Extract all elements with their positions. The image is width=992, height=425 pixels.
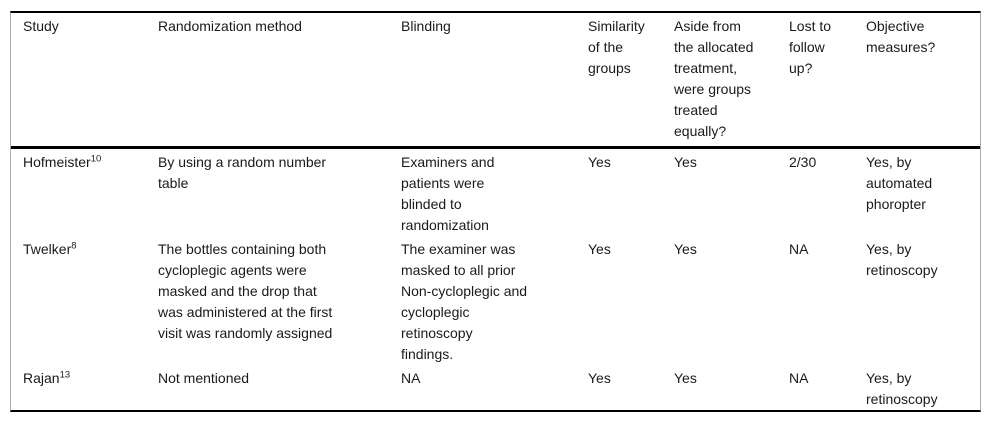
header-cell-similarity: Similarity of the groups bbox=[588, 18, 645, 76]
cell-similarity: Yes bbox=[588, 241, 611, 257]
citation-reference: 13 bbox=[59, 369, 71, 381]
table-row: Rajan13 Not mentioned NA Yes Yes NA Yes,… bbox=[11, 365, 980, 410]
cell-objective-measures: Yes, by retinoscopy bbox=[866, 241, 938, 278]
cell-equal-treatment: Yes bbox=[674, 241, 697, 257]
cell-study: Hofmeister10 bbox=[11, 149, 158, 173]
cell-equal-treatment: Yes bbox=[674, 154, 697, 170]
cell-randomization-method: The bottles containing both cycloplegic … bbox=[158, 241, 333, 341]
cell-similarity: Yes bbox=[588, 154, 611, 170]
header-cell-lost-to-follow-up: Lost to follow up? bbox=[789, 18, 832, 76]
header-cell-randomization-method: Randomization method bbox=[158, 18, 302, 34]
cell-similarity: Yes bbox=[588, 370, 611, 386]
cell-lost-to-follow-up: NA bbox=[789, 370, 809, 386]
table-header-row: Study Randomization method Blinding Simi… bbox=[11, 13, 980, 149]
header-cell-blinding: Blinding bbox=[401, 18, 451, 34]
cell-study: Rajan13 bbox=[11, 365, 158, 389]
cell-blinding: NA bbox=[401, 370, 421, 386]
cell-equal-treatment: Yes bbox=[674, 370, 697, 386]
citation-reference: 10 bbox=[90, 153, 102, 165]
cell-blinding: The examiner was masked to all prior Non… bbox=[401, 241, 528, 362]
cell-study: Twelker8 bbox=[11, 236, 158, 260]
cell-objective-measures: Yes, by retinoscopy bbox=[866, 370, 938, 407]
study-quality-table: Study Randomization method Blinding Simi… bbox=[10, 11, 981, 412]
cell-lost-to-follow-up: 2/30 bbox=[789, 154, 817, 170]
table-row: Twelker8 The bottles containing both cyc… bbox=[11, 236, 980, 365]
study-name: Rajan bbox=[23, 370, 60, 386]
header-cell-objective-measures: Objective measures? bbox=[866, 18, 936, 55]
cell-objective-measures: Yes, by automated phoropter bbox=[866, 154, 933, 212]
header-cell-equal-treatment: Aside from the allocated treatment, were… bbox=[674, 18, 754, 139]
study-name: Twelker bbox=[23, 241, 72, 257]
cell-randomization-method: By using a random number table bbox=[158, 154, 327, 191]
cell-randomization-method: Not mentioned bbox=[158, 370, 250, 386]
header-cell-study: Study bbox=[23, 18, 59, 34]
table-row: Hofmeister10 By using a random number ta… bbox=[11, 149, 980, 236]
study-name: Hofmeister bbox=[23, 154, 91, 170]
cell-blinding: Examiners and patients were blinded to r… bbox=[401, 154, 495, 233]
citation-reference: 8 bbox=[71, 240, 77, 252]
cell-lost-to-follow-up: NA bbox=[789, 241, 809, 257]
